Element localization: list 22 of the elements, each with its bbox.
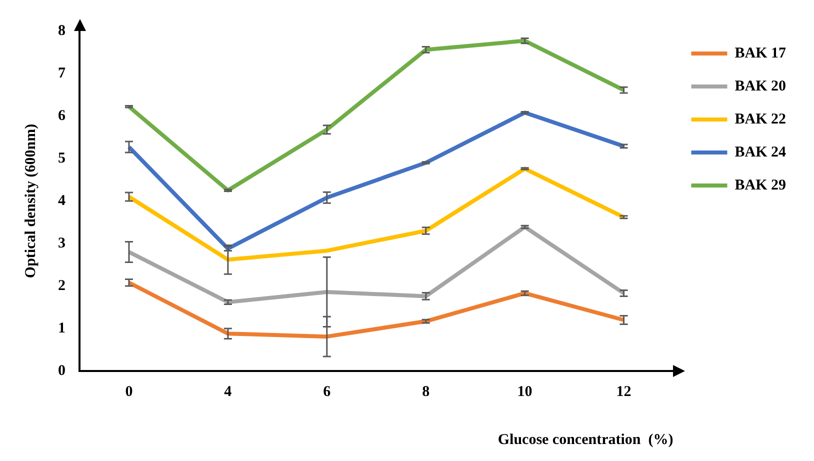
y-tick-label: 0 [58,362,66,379]
x-tick-label: 6 [323,384,332,400]
y-axis-title: Optical density (600nm) [22,124,39,278]
y-tick-label: 7 [58,65,66,82]
x-tick-label: 4 [224,384,232,400]
x-tick-label: 0 [125,384,133,400]
legend-label: BAK 22 [734,111,786,128]
y-tick-label: 5 [58,150,66,166]
legend-label: BAK 29 [734,177,786,194]
legend-label: BAK 17 [734,45,786,62]
x-tick-label: 12 [616,384,632,400]
y-tick-label: 6 [58,108,66,124]
legend-label: BAK 24 [734,144,786,160]
y-tick-label: 8 [58,22,66,39]
y-tick-label: 2 [58,278,66,294]
x-tick-label: 8 [422,384,430,400]
x-tick-label: 10 [517,384,532,400]
y-tick-label: 1 [58,320,66,336]
y-tick-label: 4 [58,192,66,209]
y-tick-label: 3 [58,235,66,252]
legend-label: BAK 20 [734,78,786,94]
x-axis-title: Glucose concentration (%) [498,432,674,448]
